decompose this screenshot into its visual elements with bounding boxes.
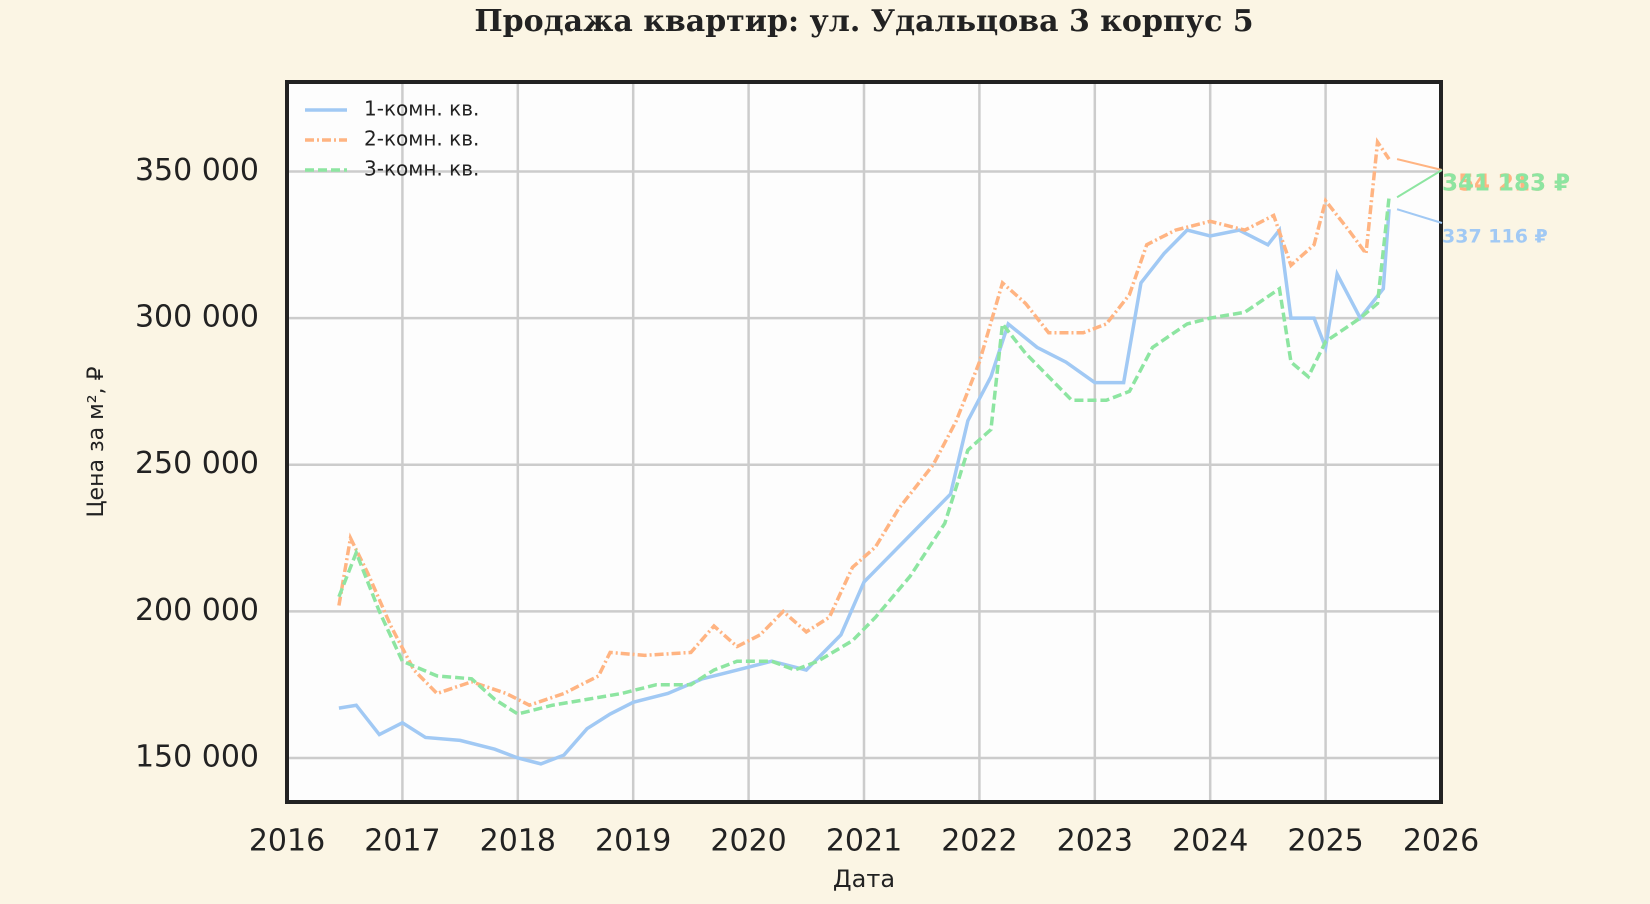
x-tick-label: 2020 <box>710 824 786 859</box>
y-tick-label: 300 000 <box>135 300 259 335</box>
x-tick-label: 2019 <box>595 824 671 859</box>
x-tick-label: 2022 <box>941 824 1017 859</box>
x-tick-label: 2018 <box>480 824 556 859</box>
x-tick-label: 2017 <box>364 824 440 859</box>
annotation-arrow <box>1396 208 1443 224</box>
plot-frame <box>285 80 1443 804</box>
series-line <box>337 137 1391 708</box>
legend-label: 1-комн. кв. <box>364 97 479 121</box>
legend-label: 3-комн. кв. <box>364 157 479 181</box>
y-tick-label: 250 000 <box>135 446 259 481</box>
series-line <box>337 197 1391 716</box>
x-tick-label: 2024 <box>1172 824 1248 859</box>
y-tick-label: 200 000 <box>135 593 259 628</box>
y-tick-label: 150 000 <box>135 740 259 775</box>
chart-title: Продажа квартир: ул. Удальцова 3 корпус … <box>474 4 1253 39</box>
x-tick-label: 2026 <box>1403 824 1479 859</box>
annotation-arrow <box>1396 169 1443 199</box>
y-tick-label: 350 000 <box>135 153 259 188</box>
x-tick-label: 2021 <box>826 824 902 859</box>
y-axis-label: Цена за м², ₽ <box>84 366 109 517</box>
x-tick-label: 2023 <box>1057 824 1133 859</box>
x-tick-label: 2025 <box>1287 824 1363 859</box>
series-line <box>338 209 1391 766</box>
annotation-label: 337 116 ₽ <box>1442 226 1548 248</box>
annotation-label: 341 183 ₽ <box>1442 171 1570 197</box>
x-tick-label: 2016 <box>249 824 325 859</box>
annotation-label: 354 213 ₽ <box>1442 171 1570 197</box>
legend-label: 2-комн. кв. <box>364 127 479 151</box>
annotation-arrow <box>1396 158 1443 171</box>
x-axis-label: Дата <box>833 865 895 893</box>
